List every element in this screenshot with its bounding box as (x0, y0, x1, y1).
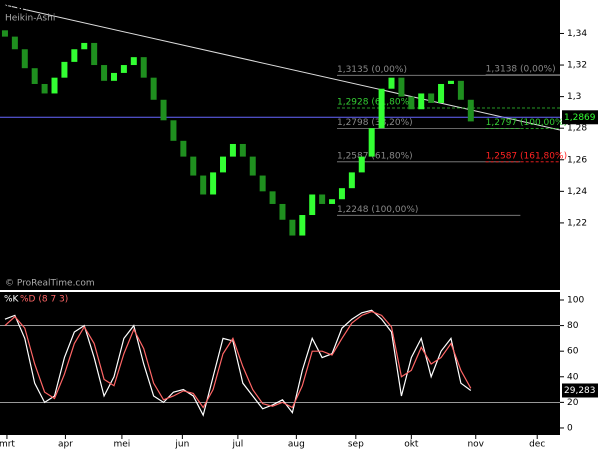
candle (249, 156, 256, 176)
y-tick-label: 1,24 (567, 187, 587, 197)
y-tick-label: 1,32 (567, 61, 587, 71)
stoch-panel (0, 292, 560, 435)
candle (110, 72, 117, 81)
period: Dag 02 nov 2012 22:59 (21:59) (375, 3, 517, 13)
candle (358, 156, 365, 173)
candle (120, 65, 127, 73)
candle (299, 215, 306, 236)
candle (220, 156, 227, 173)
candle (190, 156, 197, 176)
candle (1, 30, 8, 37)
trend-line (4, 4, 561, 131)
candle (457, 80, 464, 100)
candle (41, 83, 48, 94)
y-tick-label: 1,22 (567, 218, 587, 228)
fib-label: 1,2587 (61,80%) (337, 151, 413, 161)
candle (388, 77, 395, 89)
candle (378, 88, 385, 129)
footer: © ProRealTime.com (5, 279, 95, 289)
candle (71, 49, 78, 62)
candle (170, 120, 177, 141)
fib-label: 1,3135 (0,00%) (337, 65, 407, 75)
x-tick-label: aug (288, 440, 305, 450)
change: 1,2843 (-0,80%) (300, 3, 373, 13)
candle (101, 65, 108, 81)
fib-label: 1,2928 (61,80%) (337, 97, 413, 107)
x-tick-label: jul (232, 440, 244, 450)
candle (140, 57, 147, 78)
candle (150, 77, 157, 100)
last-price-box (562, 110, 598, 125)
x-tick-label: dec (529, 440, 545, 450)
candle (229, 143, 236, 157)
candle (180, 140, 187, 157)
candle (259, 175, 266, 192)
candle (329, 199, 336, 204)
x-tick-label: okt (404, 440, 419, 450)
candle (81, 42, 88, 50)
candle (279, 203, 286, 220)
candle (91, 42, 98, 66)
candle (408, 96, 415, 110)
y-tick-label: 100 (567, 295, 584, 305)
x-tick-label: mrt (0, 440, 15, 450)
candle (319, 194, 326, 204)
y-tick-label: 1,28 (567, 124, 587, 134)
k-label: %K (4, 295, 20, 305)
candle (428, 93, 435, 103)
y-tick-label: 80 (567, 321, 579, 331)
x-tick-label: mei (114, 440, 131, 450)
y-tick-label: 60 (567, 347, 579, 357)
y-tick-label: 1,26 (567, 155, 587, 165)
candle (309, 194, 316, 216)
fib-label: 1,2798 (38,20%) (337, 118, 413, 128)
candle (348, 172, 355, 189)
x-tick-label: sep (348, 440, 364, 450)
candle (239, 143, 246, 157)
x-tick-label: nov (467, 440, 484, 450)
candle (130, 57, 137, 66)
x-tick-label: apr (58, 440, 73, 450)
candle (269, 191, 276, 204)
indicator-label: Heikin-Ashi (5, 14, 55, 24)
fib-label: 1,3138 (0,00%) (486, 64, 556, 74)
candle (338, 188, 345, 200)
candle (31, 68, 38, 84)
title: EURUSD - EUR/USD Spot (190, 3, 301, 13)
y-tick-label: 20 (567, 398, 579, 408)
watermark: © www.ProRealTime.com (4, 3, 132, 13)
y-tick-label: 1,34 (567, 29, 587, 39)
last-price-label: 1,2869 (564, 113, 596, 123)
candle (438, 83, 445, 103)
d-label: %D (8 7 3) (20, 295, 68, 305)
candle (398, 77, 405, 97)
stoch-line (4, 310, 472, 409)
candle (61, 61, 68, 78)
fib-label: 1,2587 (161,80%) (486, 151, 567, 161)
y-tick-label: 1,3 (567, 92, 581, 102)
candle (11, 36, 18, 50)
candle (467, 99, 474, 122)
candle (447, 80, 454, 84)
last-value-box (562, 383, 598, 398)
last-value-label: 29,283 (564, 386, 596, 396)
y-tick-label: 40 (567, 372, 579, 382)
candle (289, 219, 296, 236)
candle (210, 172, 217, 195)
candle (368, 128, 375, 157)
y-tick-label: 0 (567, 423, 573, 433)
x-tick-label: jun (174, 440, 189, 450)
fib-label: 1,2797 (100,00%) (486, 118, 567, 128)
candle (160, 99, 167, 121)
candle (418, 93, 425, 110)
candle (200, 175, 207, 195)
candle (21, 49, 28, 69)
fib-label: 1,2248 (100,00%) (337, 205, 418, 215)
candle (51, 77, 58, 94)
stoch-line (4, 309, 472, 417)
